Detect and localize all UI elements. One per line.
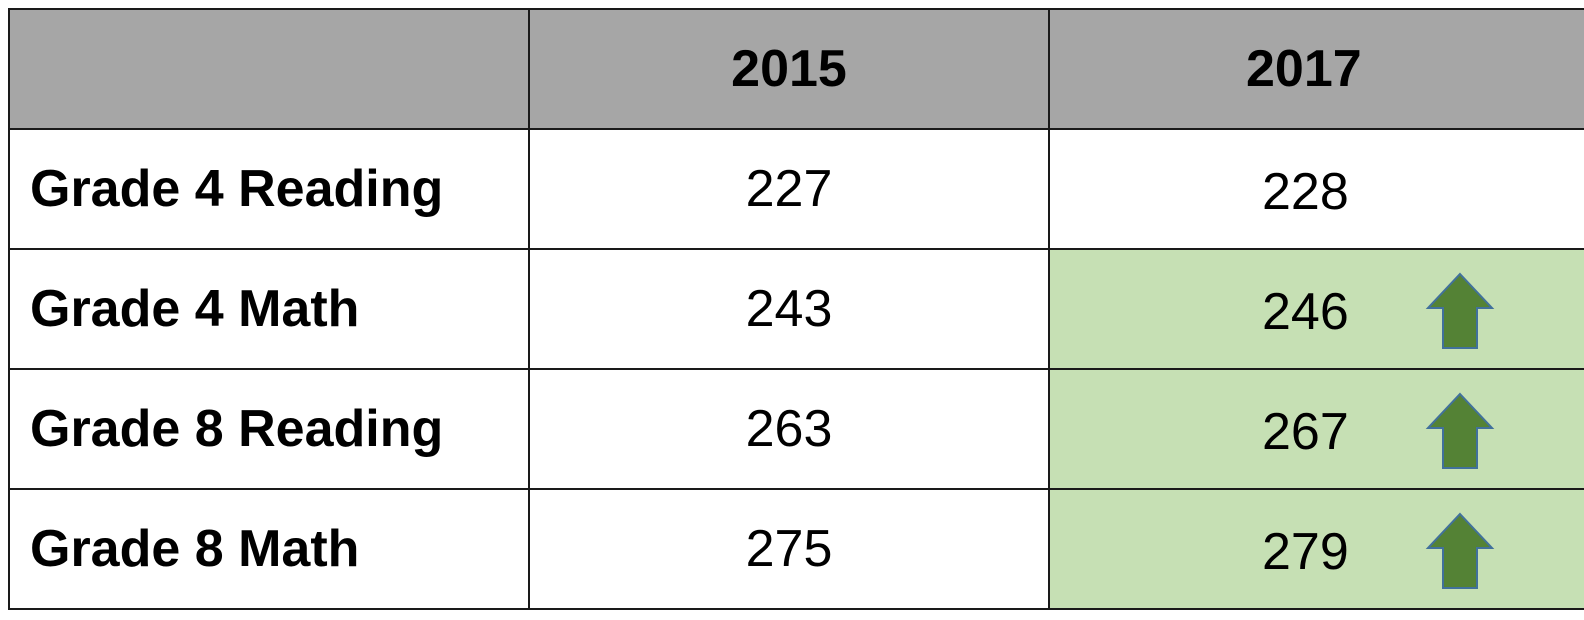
header-cell: 2015 <box>528 8 1050 130</box>
cell: 263 <box>528 368 1050 490</box>
cell: 279 <box>1048 488 1584 610</box>
row: Grade 4 Reading 227 228 <box>8 128 1584 250</box>
cell: 267 <box>1048 368 1584 490</box>
row: Grade 8 Math 275 279 <box>8 488 1584 610</box>
cell: 228 <box>1048 128 1584 250</box>
row: Grade 8 Reading 263 267 <box>8 368 1584 490</box>
row-label: Grade 8 Math <box>8 488 530 610</box>
cell-text: 279 <box>1262 523 1349 581</box>
cell-text: 267 <box>1262 403 1349 461</box>
row-label: Grade 4 Reading <box>8 128 530 250</box>
up-arrow <box>1425 392 1495 469</box>
header-cell: 2017 <box>1048 8 1584 130</box>
cell: 246 <box>1048 248 1584 370</box>
header-cell <box>8 8 530 130</box>
up-arrow <box>1425 272 1495 349</box>
row-label: Grade 8 Reading <box>8 368 530 490</box>
row: Grade 4 Math 243 246 <box>8 248 1584 370</box>
cell: 243 <box>528 248 1050 370</box>
cell: 275 <box>528 488 1050 610</box>
cell-text: 246 <box>1262 283 1349 341</box>
up-arrow <box>1425 512 1495 589</box>
row-label: Grade 4 Math <box>8 248 530 370</box>
header-row: 2015 2017 <box>8 8 1584 130</box>
score-table: 2015 2017 Grade 4 Reading 227 228 Grade … <box>8 8 1584 610</box>
cell-text: 228 <box>1262 163 1349 221</box>
cell: 227 <box>528 128 1050 250</box>
